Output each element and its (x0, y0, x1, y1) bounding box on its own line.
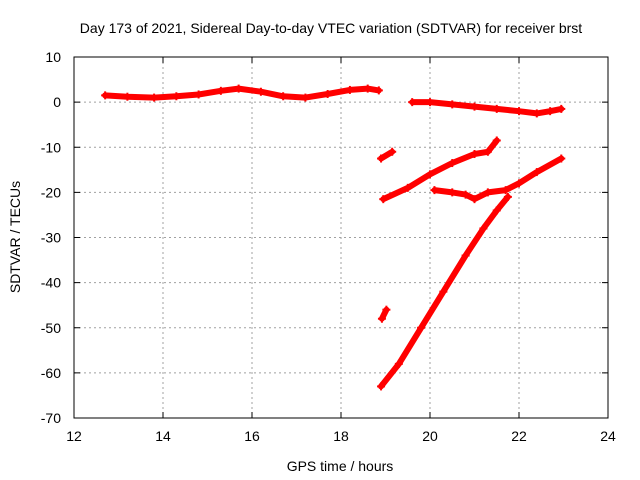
data-point (256, 87, 265, 96)
data-point (448, 188, 457, 197)
data-point (323, 90, 332, 99)
data-point (430, 186, 439, 195)
data-point (501, 186, 510, 195)
series-track-steep (377, 192, 512, 391)
y-tick-label: -70 (41, 410, 61, 426)
x-tick-label: 20 (422, 428, 438, 444)
x-tick-label: 22 (511, 428, 527, 444)
x-tick-label: 14 (155, 428, 171, 444)
data-point (461, 251, 470, 260)
y-tick-label: -20 (41, 184, 61, 200)
data-point (403, 183, 412, 192)
data-point (374, 86, 383, 95)
data-point (388, 147, 397, 156)
y-tick-label: 10 (45, 49, 61, 65)
data-point (532, 109, 541, 118)
data-point (234, 84, 243, 93)
data-point (479, 224, 488, 233)
y-tick-label: -60 (41, 365, 61, 381)
data-point (557, 154, 566, 163)
data-point (194, 90, 203, 99)
data-point (492, 136, 501, 145)
x-tick-label: 12 (66, 428, 82, 444)
data-point (379, 195, 388, 204)
x-axis-ticks: 12 14 16 18 20 22 24 (66, 57, 616, 444)
data-point (461, 190, 470, 199)
data-point (532, 168, 541, 177)
data-point (448, 100, 457, 109)
data-point (557, 104, 566, 113)
y-tick-label: -30 (41, 230, 61, 246)
y-axis-label: SDTVAR / TECUs (7, 181, 23, 293)
data-point (382, 305, 391, 314)
data-point (439, 287, 448, 296)
x-tick-label: 24 (600, 428, 616, 444)
grid (74, 57, 608, 418)
series-line (409, 99, 565, 117)
x-tick-label: 16 (244, 428, 260, 444)
y-tick-label: 0 (53, 94, 61, 110)
data-point (216, 86, 225, 95)
y-tick-label: -10 (41, 139, 61, 155)
data-point (426, 170, 434, 179)
series-track-rising-mid (379, 136, 501, 204)
y-tick-label: -40 (41, 275, 61, 291)
series-line (378, 148, 396, 162)
data-point (492, 104, 501, 113)
data-point (470, 150, 479, 159)
y-tick-label: -50 (41, 320, 61, 336)
series-track-lower-mid (430, 154, 566, 204)
data-point (363, 84, 372, 93)
x-tick-label: 18 (333, 428, 349, 444)
x-axis-label: GPS time / hours (287, 458, 394, 474)
data-point (470, 195, 479, 204)
data-point (515, 179, 523, 188)
data-point (426, 98, 434, 107)
data-point (377, 382, 386, 391)
data-point (492, 206, 501, 215)
data-series (101, 84, 566, 391)
chart-title: Day 173 of 2021, Sidereal Day-to-day VTE… (80, 20, 582, 36)
data-point (377, 154, 386, 163)
data-point (483, 188, 492, 197)
data-point (345, 85, 354, 94)
data-point (394, 359, 403, 368)
series-track-short-lower (377, 305, 391, 323)
data-point (279, 92, 288, 101)
data-point (546, 107, 555, 116)
data-point (483, 147, 492, 156)
data-point (101, 91, 110, 100)
data-point (377, 314, 386, 323)
data-point (150, 93, 159, 102)
series-line (102, 85, 382, 101)
data-point (417, 323, 426, 332)
series-track-short-upper (377, 147, 397, 163)
data-point (301, 93, 310, 102)
series-track-top-right (408, 98, 566, 118)
data-point (448, 159, 457, 168)
data-point (470, 102, 479, 111)
data-point (123, 92, 132, 101)
data-point (408, 98, 417, 107)
series-line (378, 193, 511, 390)
series-track-top-left (101, 84, 383, 102)
data-point (172, 92, 181, 101)
data-point (515, 107, 523, 116)
data-point (503, 192, 512, 201)
y-axis-ticks: 10 0 -10 -20 -30 -40 -50 -60 -70 (41, 49, 608, 426)
